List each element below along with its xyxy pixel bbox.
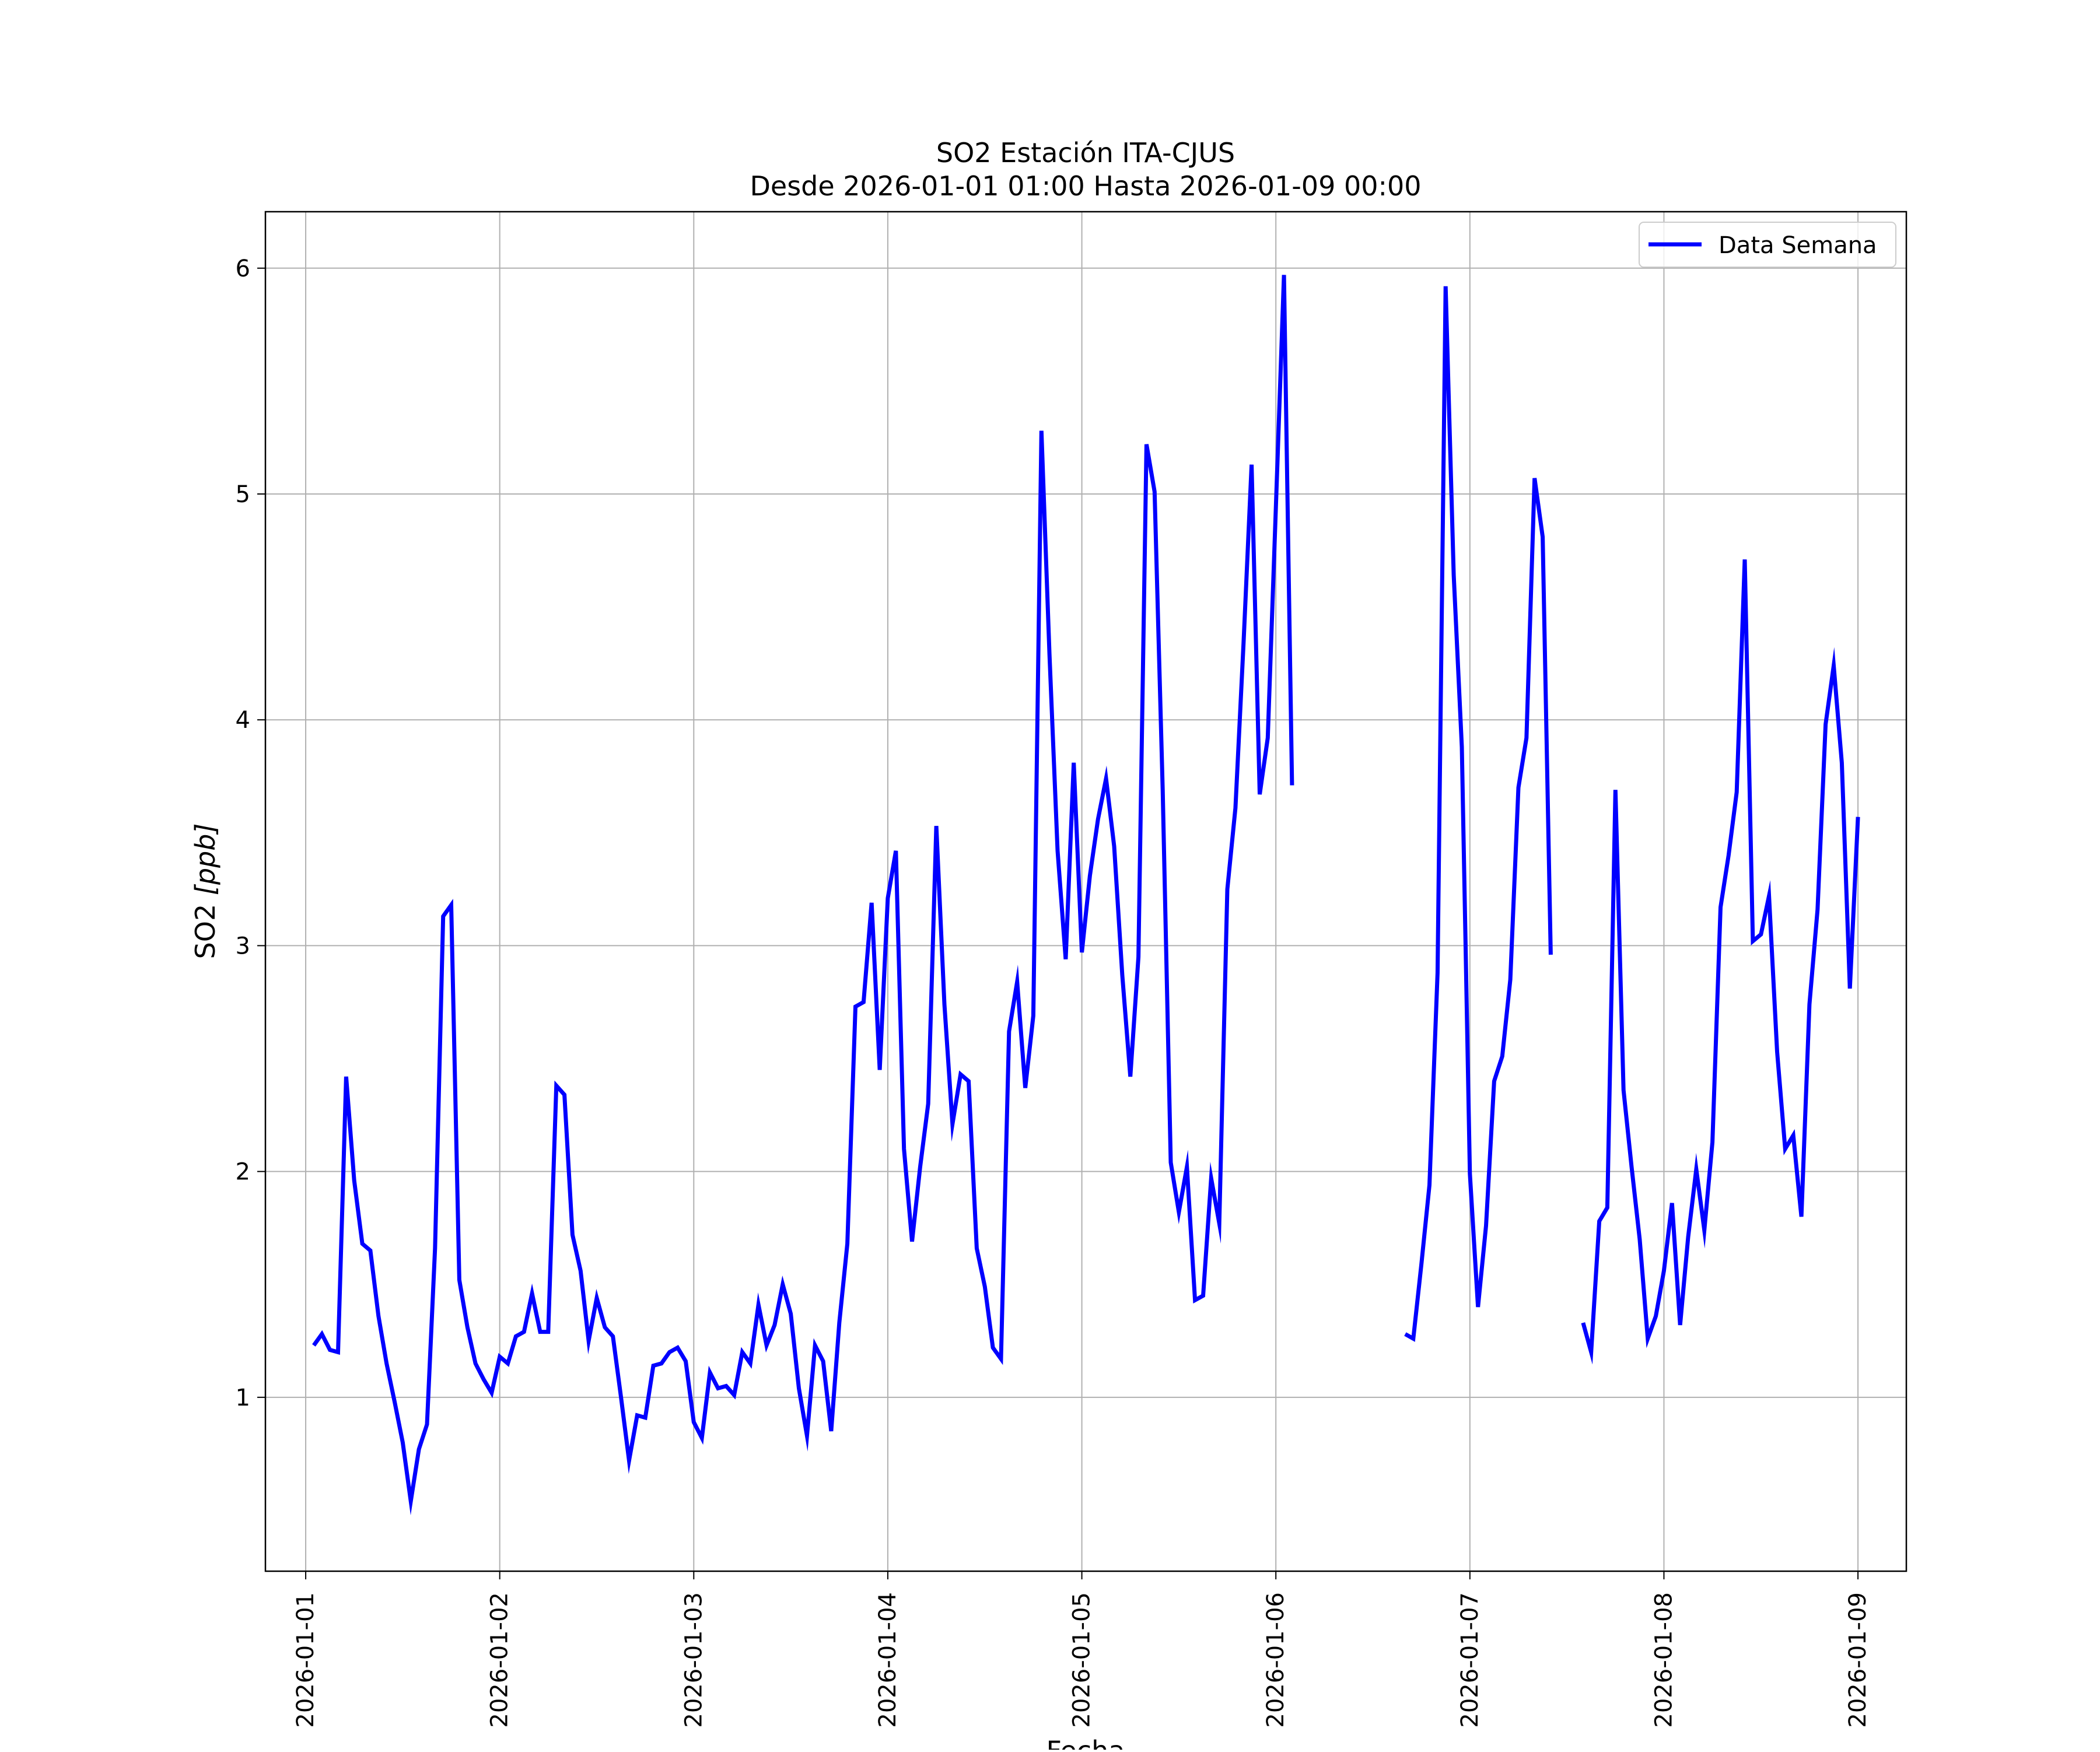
x-tick-label: 2026-01-07 — [1457, 1592, 1483, 1728]
legend-label: Data Semana — [1718, 232, 1877, 259]
y-axis-label-unit: [ppb] — [190, 824, 221, 896]
y-tick-label: 4 — [236, 707, 250, 734]
series-lines — [312, 275, 1860, 1516]
y-tick-label: 1 — [236, 1385, 250, 1411]
y-tick-label: 6 — [236, 255, 250, 282]
x-tick-label: 2026-01-09 — [1845, 1592, 1871, 1728]
legend: Data Semana — [1639, 222, 1896, 268]
y-axis-label: SO2 [ppb] — [190, 824, 221, 959]
plot-frame — [264, 211, 1908, 1572]
series-line-segment — [1404, 286, 1553, 1342]
series-line-segment — [312, 275, 1294, 1516]
x-tick-label: 2026-01-06 — [1262, 1592, 1289, 1728]
y-tick-label: 2 — [236, 1159, 250, 1186]
x-tick-label: 2026-01-08 — [1650, 1592, 1677, 1728]
chart-subtitle: Desde 2026-01-01 01:00 Hasta 2026-01-09 … — [750, 170, 1421, 202]
series-line-segment — [1581, 559, 1860, 1365]
x-tick-label: 2026-01-02 — [487, 1592, 513, 1728]
x-axis-label: Fecha — [1046, 1735, 1125, 1750]
x-tick-label: 2026-01-01 — [292, 1592, 319, 1728]
legend-box — [1639, 222, 1896, 268]
chart-title: SO2 Estación ITA-CJUS — [936, 137, 1235, 169]
y-tick-label: 5 — [236, 481, 250, 508]
axis-ticks: 2026-01-01 2026-01-02 2026-01-03 2026-01-04… — [236, 255, 1872, 1728]
y-axis-label-name: SO2 — [190, 895, 221, 959]
x-tick-label: 2026-01-04 — [874, 1592, 901, 1728]
y-tick-label: 3 — [236, 933, 250, 959]
x-tick-label: 2026-01-05 — [1069, 1592, 1096, 1728]
x-tick-label: 2026-01-03 — [680, 1592, 707, 1728]
